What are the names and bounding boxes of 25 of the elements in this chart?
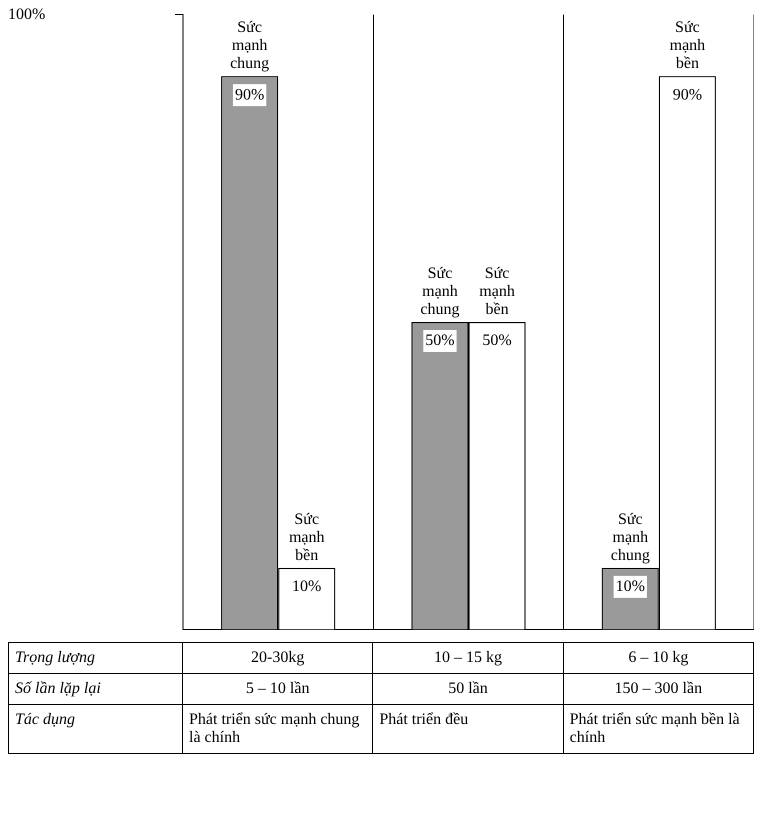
text: Sức mạnh chung xyxy=(610,510,650,564)
text: Phát triển sức mạnh chung là chính xyxy=(182,704,373,754)
text: Trọng lượng xyxy=(8,642,182,674)
text: 150 – 300 lần xyxy=(563,674,754,704)
y-tick-label: 100% xyxy=(8,6,46,23)
series-label: Sức mạnh chung xyxy=(420,265,460,318)
text: Phát triển đều xyxy=(372,704,564,754)
data-label: 90% xyxy=(672,86,702,104)
x-tick-label: 10 – 15 kg xyxy=(372,642,564,674)
data-label: 50% xyxy=(482,332,512,350)
text: Sức mạnh chung xyxy=(230,19,270,72)
data-label: 10% xyxy=(292,578,322,596)
text: Tác dụng xyxy=(8,704,182,754)
x-tick-label: 6 – 10 kg xyxy=(563,642,754,674)
text: Sức mạnh bền xyxy=(288,510,324,564)
data-label: 90% xyxy=(234,86,264,104)
data-label: 50% xyxy=(425,332,455,350)
text: 5 – 10 lần xyxy=(182,674,373,704)
series-label: Sức mạnh bền xyxy=(479,265,515,318)
text: Sức mạnh bền xyxy=(670,19,706,72)
text: Số lần lặp lại xyxy=(8,674,182,704)
text: Phát triển sức mạnh bền là chính xyxy=(563,704,754,754)
text: 50 lần xyxy=(372,674,564,704)
data-label: 10% xyxy=(616,578,645,596)
x-tick-label: 20-30kg xyxy=(182,642,373,674)
